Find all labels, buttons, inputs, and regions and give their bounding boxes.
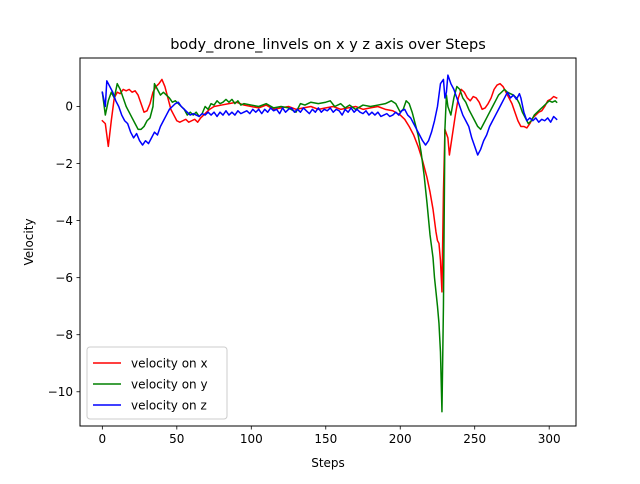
series-layer	[101, 74, 558, 413]
legend-label-3: velocity on z	[131, 398, 207, 412]
series-line-2	[101, 82, 558, 413]
x-tick-label: 300	[538, 432, 561, 446]
series-line-3	[101, 74, 558, 156]
y-tick-label: −4	[55, 214, 73, 228]
x-tick-label: 200	[389, 432, 412, 446]
y-axis: 0 −2 −4 −6 −8 −10	[48, 100, 80, 399]
legend-label-2: velocity on y	[131, 377, 208, 391]
y-tick-label: −8	[55, 328, 73, 342]
x-tick-label: 150	[314, 432, 337, 446]
plot-area-frame	[79, 57, 577, 427]
y-axis-label: Velocity	[22, 218, 36, 265]
x-axis-label: Steps	[311, 456, 345, 470]
x-tick-label: 50	[169, 432, 184, 446]
legend-box	[86, 346, 228, 420]
y-tick-label: −10	[48, 385, 73, 399]
y-tick-label: −2	[55, 157, 73, 171]
y-tick-label: −6	[55, 271, 73, 285]
y-tick-label: 0	[65, 100, 73, 114]
x-tick-label: 250	[463, 432, 486, 446]
legend-label-1: velocity on x	[131, 356, 208, 370]
x-axis: 0 50 100 150 200 250 300	[99, 426, 561, 446]
x-tick-label: 100	[240, 432, 263, 446]
x-tick-label: 0	[99, 432, 107, 446]
chart-title: body_drone_linvels on x y z axis over St…	[170, 37, 486, 53]
legend: velocity on x velocity on y velocity on z	[86, 346, 228, 420]
series-line-1	[101, 78, 558, 293]
